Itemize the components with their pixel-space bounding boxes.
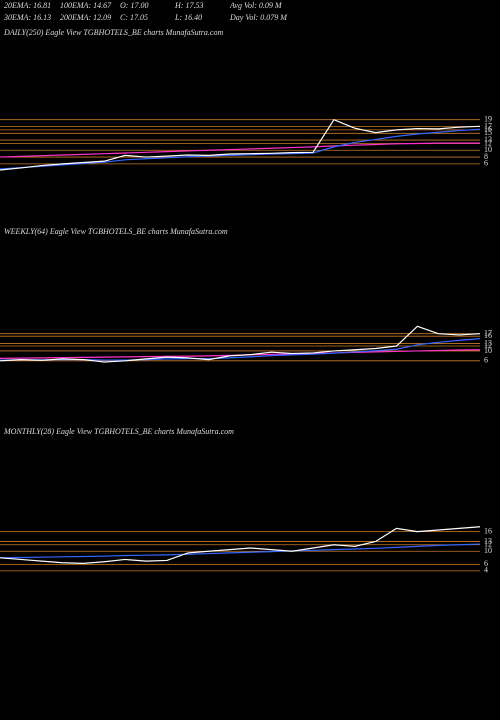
- price-line: [0, 325, 481, 363]
- y-tick-label: 15: [484, 128, 492, 137]
- header-stat: Day Vol: 0.079 M: [229, 13, 288, 22]
- price-line: [0, 128, 481, 170]
- y-tick-label: 6: [484, 356, 488, 365]
- y-tick-label: 10: [484, 145, 492, 154]
- price-line: [0, 142, 480, 158]
- header-stat: 200EMA: 12.09: [60, 13, 111, 22]
- y-tick-label: 19: [484, 115, 492, 124]
- price-line: [0, 118, 481, 171]
- y-tick-label: 12: [484, 540, 492, 549]
- y-tick-label: 4: [484, 566, 488, 575]
- y-tick-label: 8: [484, 152, 488, 161]
- header-stat: Avg Vol: 0.09 M: [229, 1, 283, 10]
- panel-title: MONTHLY(28) Eagle View TGBHOTELS_BE char…: [3, 427, 234, 436]
- y-tick-label: 13: [484, 338, 492, 347]
- header-stat: H: 17.53: [174, 1, 203, 10]
- y-tick-label: 16: [484, 526, 492, 535]
- y-tick-label: 12: [484, 341, 492, 350]
- y-tick-label: 17: [484, 121, 492, 130]
- y-tick-label: 13: [484, 135, 492, 144]
- y-tick-label: 6: [484, 159, 488, 168]
- panel-title: WEEKLY(64) Eagle View TGBHOTELS_BE chart…: [4, 227, 228, 236]
- header-stat: 20EMA: 16.81: [4, 1, 51, 10]
- price-line: [0, 526, 481, 564]
- y-tick-label: 16: [484, 331, 492, 340]
- header-stat: 100EMA: 14.67: [60, 1, 112, 10]
- header-stat: L: 16.40: [174, 13, 202, 22]
- header-stat: O: 17.00: [120, 1, 148, 10]
- header-stat: C: 17.05: [120, 13, 148, 22]
- y-tick-label: 13: [484, 536, 492, 545]
- panel-title: DAILY(250) Eagle View TGBHOTELS_BE chart…: [3, 28, 223, 37]
- y-tick-label: 10: [484, 546, 492, 555]
- y-tick-label: 12: [484, 138, 492, 147]
- price-line: [0, 543, 481, 559]
- y-tick-label: 6: [484, 559, 488, 568]
- y-tick-label: 17: [484, 329, 492, 338]
- y-tick-label: 10: [484, 346, 492, 355]
- y-tick-label: 16: [484, 125, 492, 134]
- header-stat: 30EMA: 16.13: [3, 13, 51, 22]
